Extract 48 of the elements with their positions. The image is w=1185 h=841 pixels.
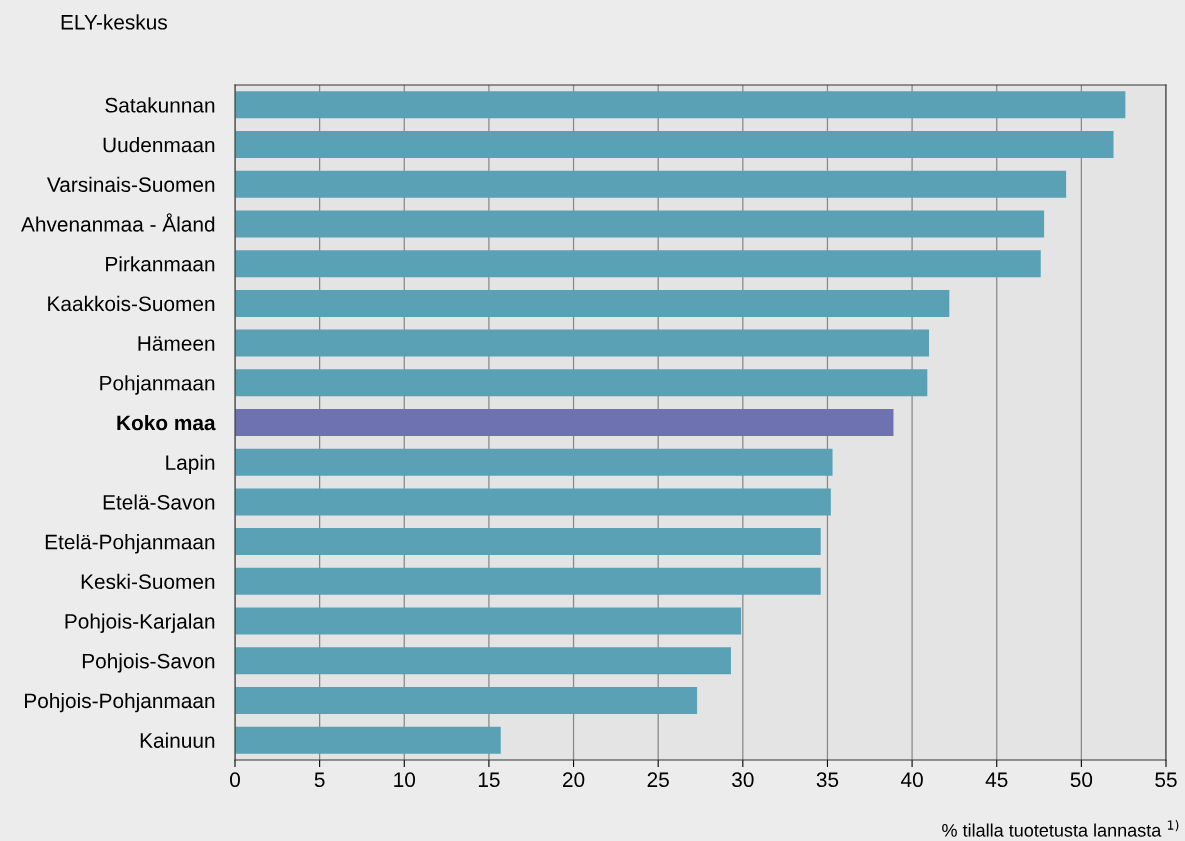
x-tick-label: 40: [900, 772, 923, 788]
x-axis-title: % tilalla tuotetusta lannasta $^{1)}$: [942, 820, 1179, 837]
bar: [235, 528, 821, 556]
y-tick-label: Keski-Suomen: [81, 573, 215, 590]
bar: [235, 726, 501, 754]
bar: [235, 647, 731, 675]
bar: [235, 567, 821, 595]
x-tick-label: 50: [1070, 772, 1093, 788]
bar: [235, 409, 894, 436]
bar: [235, 488, 831, 516]
x-tick-label: 10: [394, 772, 416, 788]
x-tick-label: 5: [314, 772, 325, 788]
bar: [235, 91, 1126, 119]
x-tick-label: 0: [230, 772, 240, 788]
bar: [235, 369, 928, 397]
x-tick-label: 15: [478, 772, 500, 788]
y-tick-label: Ahvenanmaa - Åland: [21, 213, 215, 232]
bar: [235, 131, 1114, 159]
bar: [235, 250, 1041, 278]
bar: [235, 329, 930, 357]
x-tick-label: 20: [563, 772, 585, 788]
bar: [235, 170, 1067, 198]
bar: [235, 686, 698, 714]
y-tick-label: Pirkanmaan: [106, 256, 215, 272]
y-tick-label: Koko maa: [117, 414, 216, 431]
y-tick-label: Satakunnan: [105, 97, 215, 113]
x-tick-label: 30: [732, 772, 754, 788]
bar: [235, 448, 833, 476]
y-tick-label: Pohjanmaan: [100, 375, 215, 395]
x-tick-label: 55: [1155, 772, 1177, 788]
y-tick-label: Pohjois-Karjalan: [65, 613, 215, 633]
y-tick-label: Uudenmaan: [103, 137, 215, 153]
y-tick-label: Pohjois-Pohjanmaan: [25, 692, 215, 713]
y-tick-label: Etelä-Savon: [103, 494, 215, 510]
bar: [235, 289, 950, 317]
y-tick-label: Lapin: [166, 454, 215, 475]
x-tick-label: 25: [647, 772, 669, 788]
y-tick-label: Kainuun: [140, 732, 215, 748]
y-tick-label: Hämeen: [138, 336, 215, 351]
y-tick-label: Pohjois-Savon: [82, 653, 215, 673]
bar: [235, 210, 1045, 238]
bar: [235, 607, 742, 635]
y-tick-label: Etelä-Pohjanmaan: [45, 534, 215, 554]
y-tick-label: Varsinais-Suomen: [46, 176, 215, 193]
x-tick-label: 45: [985, 772, 1008, 788]
y-tick-label: Kaakkois-Suomen: [48, 295, 215, 312]
x-tick-label: 35: [816, 772, 839, 788]
y-axis-title: ELY-keskus: [61, 14, 167, 30]
